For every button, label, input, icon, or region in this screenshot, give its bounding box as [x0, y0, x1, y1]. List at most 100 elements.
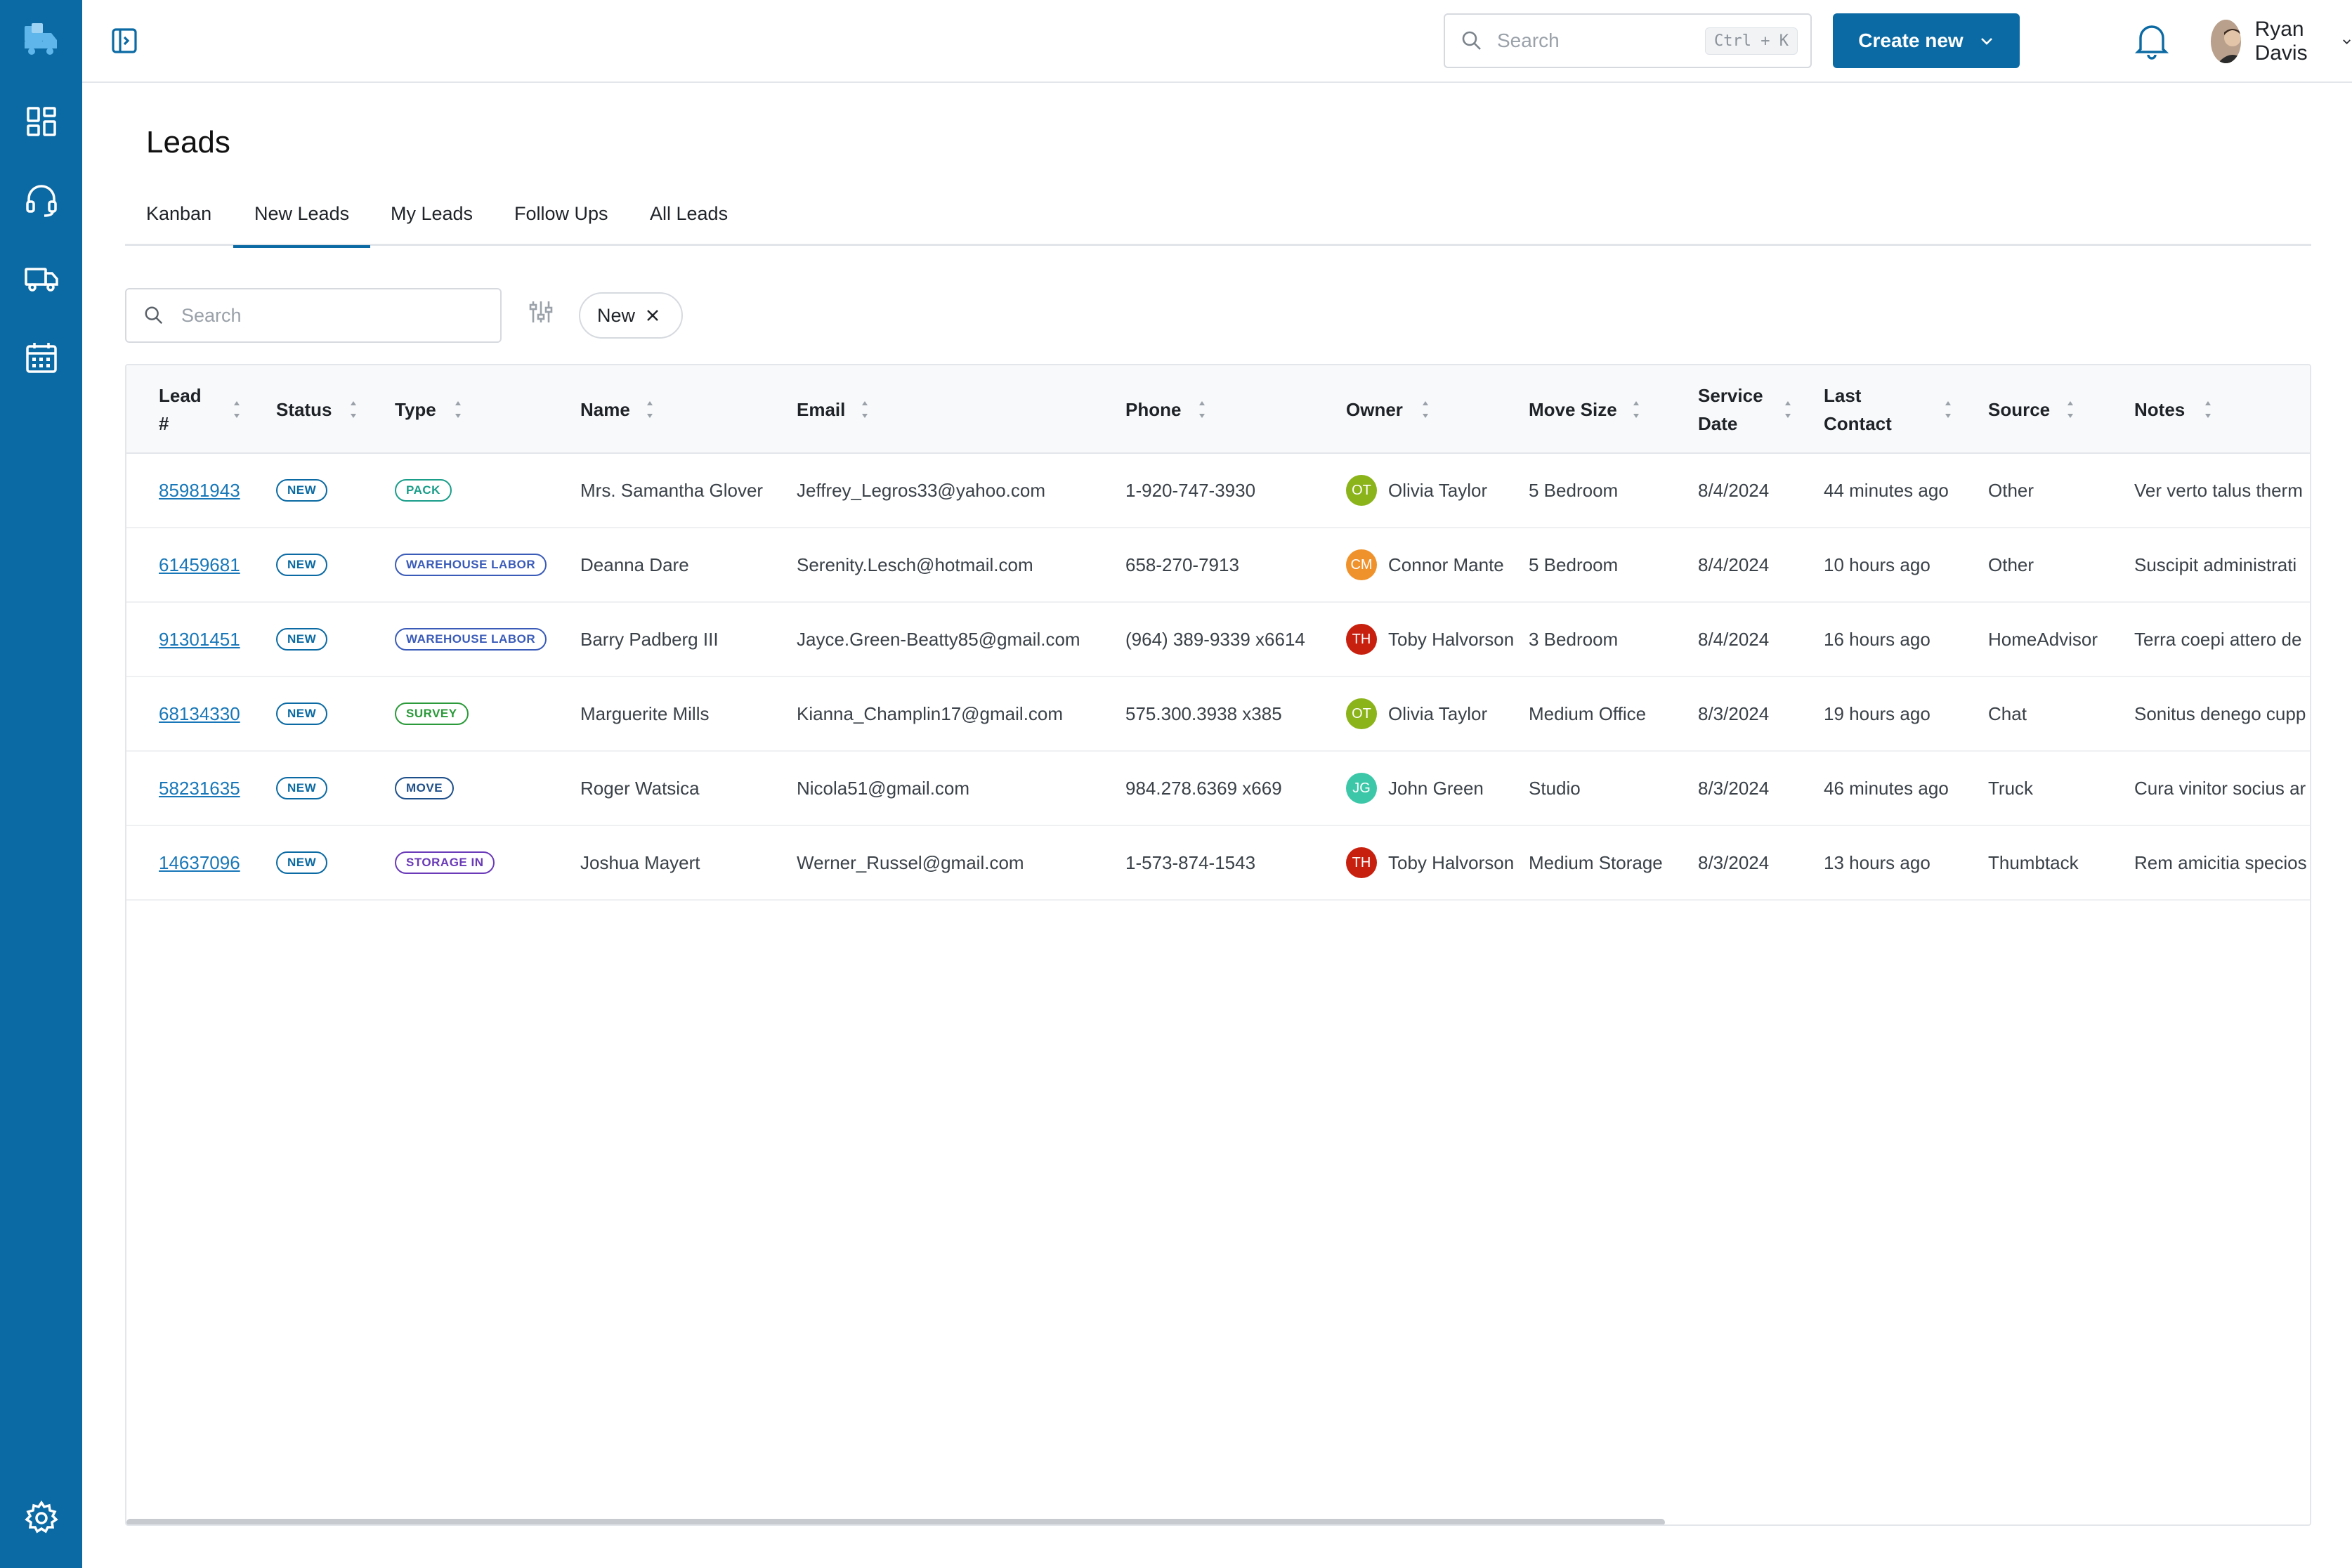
filter-sliders-icon[interactable]: [527, 298, 555, 326]
owner-name: John Green: [1388, 777, 1484, 799]
top-header: Search Ctrl + K Create new Ryan Davis: [82, 0, 2352, 83]
gear-icon[interactable]: [20, 1496, 63, 1540]
search-shortcut: Ctrl + K: [1705, 27, 1798, 55]
sidebar: [0, 0, 82, 1568]
create-new-label: Create new: [1858, 30, 1964, 51]
create-new-button[interactable]: Create new: [1833, 13, 2020, 68]
notes-cell: Cura vinitor socius ar: [2134, 777, 2306, 799]
column-header-source[interactable]: Source: [1988, 399, 2051, 420]
email-cell: Nicola51@gmail.com: [797, 777, 970, 799]
sidebar-toggle-icon[interactable]: [110, 27, 138, 55]
bell-icon[interactable]: [2132, 20, 2171, 62]
moving-truck-logo-icon[interactable]: [20, 18, 63, 62]
lead-number-link[interactable]: 85981943: [159, 479, 240, 501]
close-icon[interactable]: [645, 308, 660, 323]
sort-icon[interactable]: [1631, 399, 1641, 420]
status-cell: NEW: [276, 454, 328, 527]
email-cell: Werner_Russel@gmail.com: [797, 851, 1024, 873]
column-header-phone[interactable]: Phone: [1125, 399, 1182, 420]
type-badge: PACK: [395, 479, 452, 502]
sort-icon[interactable]: [860, 399, 870, 420]
table-header: Lead # Status Type Name Email Phone Owner Move S…: [126, 365, 2310, 454]
lead-number-cell: 91301451: [159, 603, 240, 676]
dashboard-icon[interactable]: [20, 100, 63, 143]
page-title: Leads: [146, 125, 230, 159]
email-cell: Jeffrey_Legros33@yahoo.com: [797, 479, 1046, 501]
lead-number-link[interactable]: 14637096: [159, 851, 240, 873]
truck-icon[interactable]: [20, 257, 63, 301]
table-search-input[interactable]: Search: [125, 288, 502, 343]
last-contact-cell: 16 hours ago: [1824, 628, 1930, 650]
horizontal-scrollbar[interactable]: [126, 1519, 1665, 1524]
column-header-status[interactable]: Status: [276, 399, 332, 420]
notes-cell: Terra coepi attero de: [2134, 628, 2302, 650]
avatar: TH: [1346, 624, 1377, 655]
sort-icon[interactable]: [1943, 399, 1953, 420]
filter-chip-new[interactable]: New: [579, 292, 684, 339]
column-header-owner[interactable]: Owner: [1346, 399, 1403, 420]
avatar: TH: [1346, 847, 1377, 878]
lead-number-link[interactable]: 68134330: [159, 703, 240, 724]
table-row[interactable]: 85981943 NEW PACK Mrs. Samantha Glover Jeffr…: [126, 454, 2310, 528]
sort-icon[interactable]: [1420, 399, 1430, 420]
source-cell: HomeAdvisor: [1988, 628, 2098, 650]
tab-new-leads[interactable]: New Leads: [233, 202, 371, 248]
column-header-move-size[interactable]: Move Size: [1529, 399, 1617, 420]
column-header-notes[interactable]: Notes: [2134, 399, 2186, 420]
sort-icon[interactable]: [1783, 399, 1793, 420]
global-search-input[interactable]: Search Ctrl + K: [1444, 13, 1812, 68]
owner-cell: CM Connor Mante: [1346, 528, 1504, 601]
column-header-lead[interactable]: Lead #: [159, 385, 202, 434]
table-row[interactable]: 61459681 NEW WAREHOUSE LABOR Deanna Dare Ser…: [126, 528, 2310, 603]
calendar-icon[interactable]: [20, 336, 63, 379]
column-header-email[interactable]: Email: [797, 399, 846, 420]
lead-number-link[interactable]: 61459681: [159, 554, 240, 575]
name-cell: Barry Padberg III: [580, 628, 719, 650]
move-size-cell: 5 Bedroom: [1529, 554, 1619, 575]
sort-icon[interactable]: [1197, 399, 1207, 420]
column-header-last-contact[interactable]: Last Contact: [1824, 385, 1892, 434]
status-badge: NEW: [276, 628, 328, 651]
owner-cell: OT Olivia Taylor: [1346, 677, 1487, 750]
table-row[interactable]: 91301451 NEW WAREHOUSE LABOR Barry Padberg …: [126, 603, 2310, 677]
sort-icon[interactable]: [232, 399, 242, 420]
type-badge: STORAGE IN: [395, 851, 495, 874]
type-cell: STORAGE IN: [395, 826, 495, 899]
column-header-type[interactable]: Type: [395, 399, 436, 420]
sort-icon[interactable]: [645, 399, 655, 420]
avatar: [2211, 20, 2241, 63]
lead-number-link[interactable]: 91301451: [159, 628, 240, 650]
service-date-cell: 8/4/2024: [1698, 628, 1770, 650]
user-menu[interactable]: Ryan Davis: [2211, 17, 2352, 66]
column-header-name[interactable]: Name: [580, 399, 630, 420]
sort-icon[interactable]: [2203, 399, 2213, 420]
lead-number-link[interactable]: 58231635: [159, 777, 240, 799]
headset-icon[interactable]: [20, 178, 63, 222]
last-contact-cell: 44 minutes ago: [1824, 479, 1949, 501]
email-cell: Jayce.Green-Beatty85@gmail.com: [797, 628, 1080, 650]
status-badge: NEW: [276, 851, 328, 874]
tab-follow-ups[interactable]: Follow Ups: [514, 203, 608, 224]
table-row[interactable]: 68134330 NEW SURVEY Marguerite Mills Kianna_…: [126, 677, 2310, 752]
name-cell: Joshua Mayert: [580, 851, 700, 873]
sort-icon[interactable]: [348, 399, 358, 420]
table-row[interactable]: 58231635 NEW MOVE Roger Watsica Nicola51@gma…: [126, 752, 2310, 826]
phone-cell: 984.278.6369 x669: [1125, 777, 1282, 799]
status-cell: NEW: [276, 603, 328, 676]
type-badge: WAREHOUSE LABOR: [395, 628, 547, 651]
name-cell: Marguerite Mills: [580, 703, 710, 724]
type-badge: MOVE: [395, 777, 455, 799]
source-cell: Other: [1988, 554, 2034, 575]
chevron-down-icon: [2343, 39, 2351, 45]
tab-kanban[interactable]: Kanban: [146, 203, 212, 224]
tab-my-leads[interactable]: My Leads: [391, 203, 473, 224]
status-badge: NEW: [276, 703, 328, 725]
lead-number-cell: 68134330: [159, 677, 240, 750]
sort-icon[interactable]: [453, 399, 463, 420]
sort-icon[interactable]: [2065, 399, 2075, 420]
table-row[interactable]: 14637096 NEW STORAGE IN Joshua Mayert Werner…: [126, 826, 2310, 901]
column-header-service-date[interactable]: Service Date: [1698, 385, 1763, 434]
tab-all-leads[interactable]: All Leads: [650, 203, 729, 224]
service-date-cell: 8/3/2024: [1698, 703, 1770, 724]
type-cell: PACK: [395, 454, 452, 527]
